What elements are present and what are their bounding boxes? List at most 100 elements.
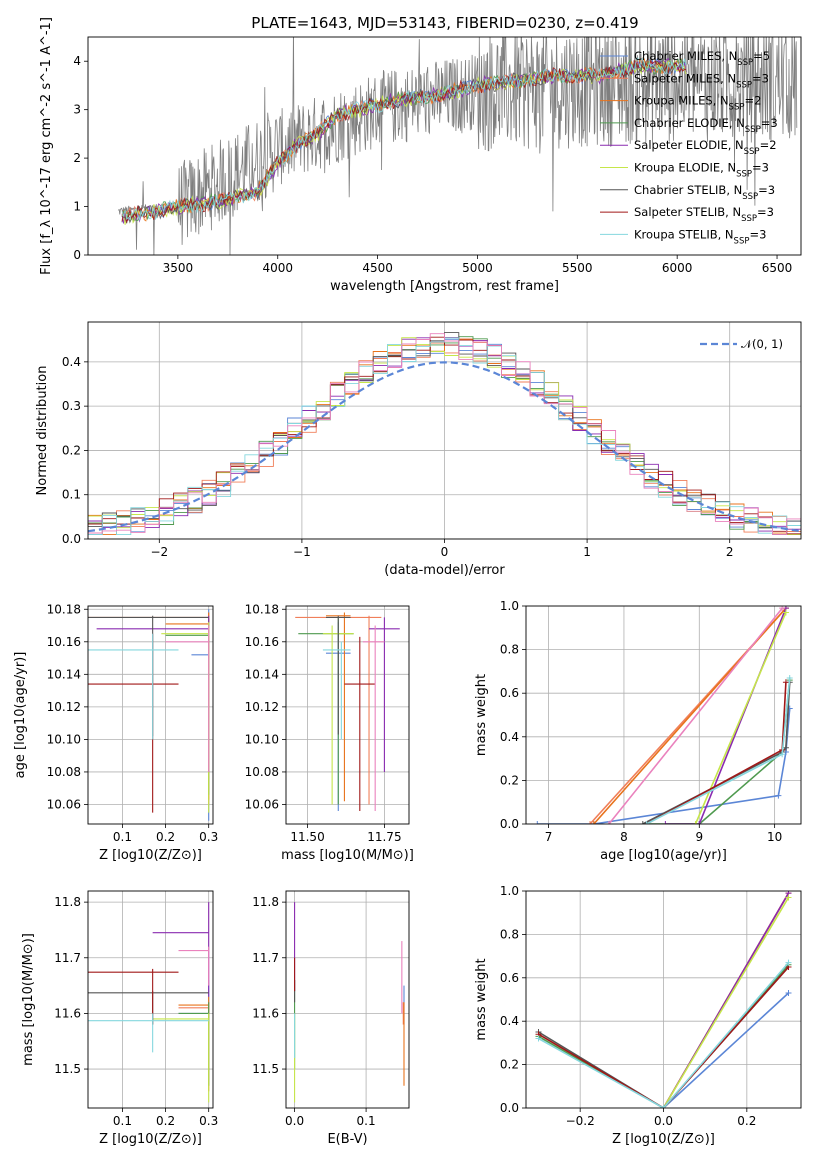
weight-point-kroupa-stelib <box>660 1105 667 1108</box>
legend-nssp: =3 <box>752 161 769 175</box>
x-axis-label: E(B-V) <box>327 1132 367 1147</box>
weight-line-pink <box>608 607 783 824</box>
histogram-kroupa-stelib <box>88 337 801 539</box>
plot-area <box>88 891 213 1108</box>
x-tick-label: 4000 <box>262 261 293 275</box>
y-tick-label: 10.10 <box>47 732 81 746</box>
x-tick-label: 5000 <box>462 261 493 275</box>
legend-nssp: =5 <box>753 49 770 63</box>
weight-point-chabrier-miles <box>534 821 541 824</box>
y-tick-label: 10.16 <box>47 635 81 649</box>
axes-frame <box>87 890 214 1109</box>
x-tick-label: 9 <box>695 830 703 844</box>
panel-age-vs-Z: 0.1 0.2 0.3 10.06 10.08 10.10 10.12 10.14 10.16 1… <box>13 602 218 863</box>
y-tick-label: 10.18 <box>47 602 81 616</box>
weight-point-kroupa-stelib <box>786 674 793 681</box>
y-tick-label: 0.0 <box>62 532 81 546</box>
x-tick-label: 0.1 <box>113 1114 132 1128</box>
weight-point-kroupa-elodie <box>785 894 792 901</box>
x-tick-label: 0.2 <box>156 1114 175 1128</box>
y-tick-label: 0.8 <box>500 643 519 657</box>
y-axis-label: Normed distribution <box>35 366 50 496</box>
weight-line-chabrier-miles <box>662 992 790 1108</box>
y-tick-label: 10.10 <box>245 732 279 746</box>
weight-point-kroupa-stelib <box>535 1035 542 1042</box>
y-tick-label: 10.18 <box>245 602 279 616</box>
legend-subscript: SSP <box>736 170 752 180</box>
legend-nssp: =2 <box>760 138 777 152</box>
y-tick-label: 1.0 <box>500 884 519 898</box>
model-line-chabrier-stelib <box>121 59 687 224</box>
y-tick-label: 0.4 <box>62 355 81 369</box>
y-axis-label: mass [log10(M/M⊙)] <box>21 933 36 1066</box>
weight-point-kroupa-stelib <box>779 751 786 758</box>
x-tick-label: 0.2 <box>737 1114 756 1128</box>
weight-point-chabrier-miles <box>775 792 782 799</box>
axes-frame <box>285 890 410 1109</box>
y-tick-label: 10.14 <box>47 667 81 681</box>
y-axis-label: mass weight <box>474 958 489 1040</box>
plot-layer: 3500 4000 4500 5000 5500 6000 6500 0 1 2 3 4 wavelen… <box>13 17 802 1147</box>
x-tick-label: 0.3 <box>199 1114 218 1128</box>
legend-nssp: =3 <box>749 227 766 241</box>
y-tick-label: 10.12 <box>245 700 279 714</box>
weight-point-salpeter-stelib <box>782 679 789 686</box>
plot-area <box>88 322 801 539</box>
panel-mass-vs-EBV: 0.0 0.1 11.5 11.6 11.7 11.8 E(B-V) <box>252 890 410 1147</box>
axes-frame <box>285 605 410 825</box>
panel-residuals: −2 −1 0 1 2 0.0 0.1 0.2 0.3 0.4 (data-model)/error… <box>35 321 802 578</box>
panel-massweight-vs-age: 7 8 9 10 0.0 0.2 0.4 0.6 0.8 1.0 age [log10(age/yr… <box>474 599 802 863</box>
legend-subscript: SSP <box>737 58 753 68</box>
x-tick-label: 0.1 <box>113 830 132 844</box>
legend-subscript: SSP <box>736 80 752 90</box>
x-axis-label: Z [log10(Z/Z⊙)] <box>612 1132 715 1147</box>
y-tick-label: 0.1 <box>62 488 81 502</box>
x-tick-label: 11.75 <box>367 830 401 844</box>
y-tick-label: 10.16 <box>245 635 279 649</box>
y-tick-label: 0.0 <box>500 817 519 831</box>
x-tick-label: 0.2 <box>156 830 175 844</box>
x-axis-label: wavelength [Angstrom, rest frame] <box>330 279 559 294</box>
weight-line-salpeter-elodie <box>665 607 787 824</box>
x-axis-label: Z [log10(Z/Z⊙)] <box>99 848 202 863</box>
weight-point-salpeter-elodie <box>696 821 703 824</box>
y-tick-label: 1.0 <box>500 599 519 613</box>
x-tick-label: 4500 <box>362 261 393 275</box>
model-line-kroupa-stelib <box>121 57 687 222</box>
y-tick-label: 11.5 <box>54 1062 81 1076</box>
legend-nssp: =3 <box>758 183 775 197</box>
legend-nssp: =3 <box>752 71 769 85</box>
panel-massweight-vs-Z: −0.2 0.0 0.2 0.0 0.2 0.4 0.6 0.8 1.0 Z [log10(Z/Z… <box>474 884 802 1147</box>
x-axis-label: (data-model)/error <box>384 563 505 578</box>
legend-subscript: SSP <box>745 125 761 135</box>
x-tick-label: 6500 <box>762 261 793 275</box>
panel-spectrum: 3500 4000 4500 5000 5500 6000 6500 0 1 2 3 4 wavelen… <box>39 17 802 294</box>
legend-entry: Kroupa ELODIE, NSSP=3 <box>634 161 769 180</box>
figure-title: PLATE=1643, MJD=53143, FIBERID=0230, z=0… <box>251 14 638 32</box>
plot-area <box>286 606 409 824</box>
x-tick-label: 11.50 <box>290 830 324 844</box>
x-axis-label: Z [log10(Z/Z⊙)] <box>99 1132 202 1147</box>
weight-point-kroupa-stelib <box>643 821 650 824</box>
weight-point-chabrier-stelib <box>639 821 646 824</box>
x-tick-label: 10 <box>767 830 782 844</box>
x-axis-label: age [log10(age/yr)] <box>600 848 727 863</box>
x-tick-label: 0.3 <box>199 830 218 844</box>
legend-entry: Kroupa STELIB, NSSP=3 <box>634 227 766 246</box>
y-tick-label: 10.14 <box>245 667 279 681</box>
weight-point-kroupa-elodie <box>692 821 699 824</box>
weight-point-kroupa-miles <box>590 821 597 824</box>
y-tick-label: 10.06 <box>47 797 81 811</box>
legend-subscript: SSP <box>742 192 758 202</box>
plot-area <box>88 606 213 824</box>
y-tick-label: 1 <box>73 200 81 214</box>
spectrum-data-line <box>117 37 798 255</box>
y-tick-label: 4 <box>73 54 81 68</box>
legend-nssp: =3 <box>761 116 778 130</box>
y-axis-label: Flux [f_λ 10^-17 erg cm^-2 s^-1 A^-1] <box>39 17 54 275</box>
x-tick-label: 1 <box>583 545 591 559</box>
weight-line-kroupa-elodie <box>662 897 790 1108</box>
x-tick-label: 0.1 <box>357 1114 376 1128</box>
x-axis-label: mass [log10(M/M⊙)] <box>281 848 414 863</box>
